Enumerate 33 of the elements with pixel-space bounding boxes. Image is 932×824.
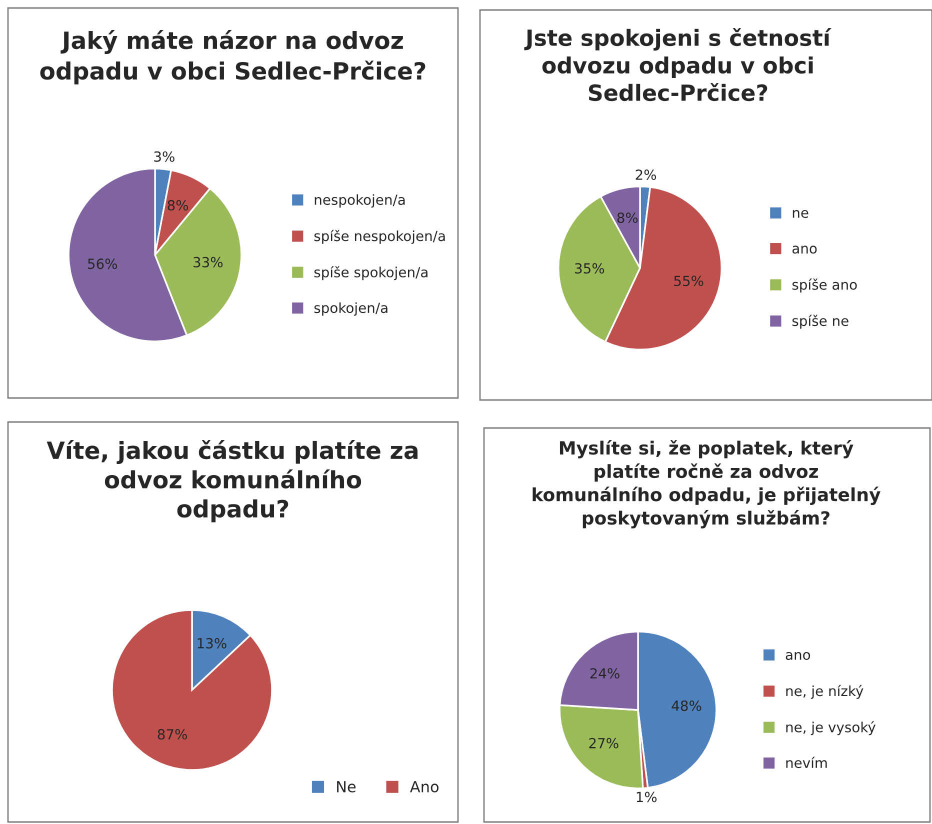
chart-title: Jste spokojeni s četností odvozu odpadu v obci Sedlec-Prčice?: [524, 28, 832, 102]
data-label: 27%: [589, 738, 618, 748]
legend-label: Ano: [410, 781, 439, 792]
data-label: 24%: [590, 668, 620, 679]
legend-label: spíše ne: [792, 314, 848, 329]
legend-label: spokojen/a: [314, 302, 388, 316]
data-label: 8%: [168, 200, 188, 211]
data-label: 87%: [158, 729, 187, 740]
data-label: 33%: [194, 256, 223, 268]
legend-label: ano: [792, 246, 817, 254]
legend-label: Ne: [337, 781, 356, 792]
legend-label: ne, je nízký: [786, 684, 864, 699]
data-label: 13%: [198, 638, 226, 649]
data-label: 35%: [575, 263, 604, 274]
chart-title: Víte, jakou částku platíte za odvoz komunálního odpadu?: [46, 440, 418, 522]
data-label: 2%: [636, 170, 656, 180]
data-label: 8%: [617, 212, 638, 224]
legend-label: spíše spokojen/a: [314, 266, 428, 280]
legend-label: ne: [792, 210, 808, 218]
data-label: 1%: [636, 792, 657, 802]
data-label: 3%: [154, 151, 174, 162]
data-label: 56%: [88, 258, 118, 270]
legend-label: ne, je vysoký: [786, 721, 876, 736]
legend-label: nevím: [786, 756, 827, 768]
legend-label: spíše ano: [792, 278, 857, 293]
data-label: 48%: [672, 700, 702, 711]
data-label: 55%: [674, 276, 704, 286]
pie-slice: [111, 609, 273, 771]
chart-title: Myslíte si, že poplatek, který platíte ročně za odvoz komunálního odpadu, je přijatelný poskytovaným službám?: [532, 440, 880, 528]
chart-title: Jaký máte názor na odvoz odpadu v obci Sedlec-Prčice?: [40, 30, 426, 84]
legend-label: ano: [786, 652, 810, 660]
legend-label: spíše nespokojen/a: [314, 230, 445, 244]
legend-label: nespokojen/a: [314, 194, 405, 208]
